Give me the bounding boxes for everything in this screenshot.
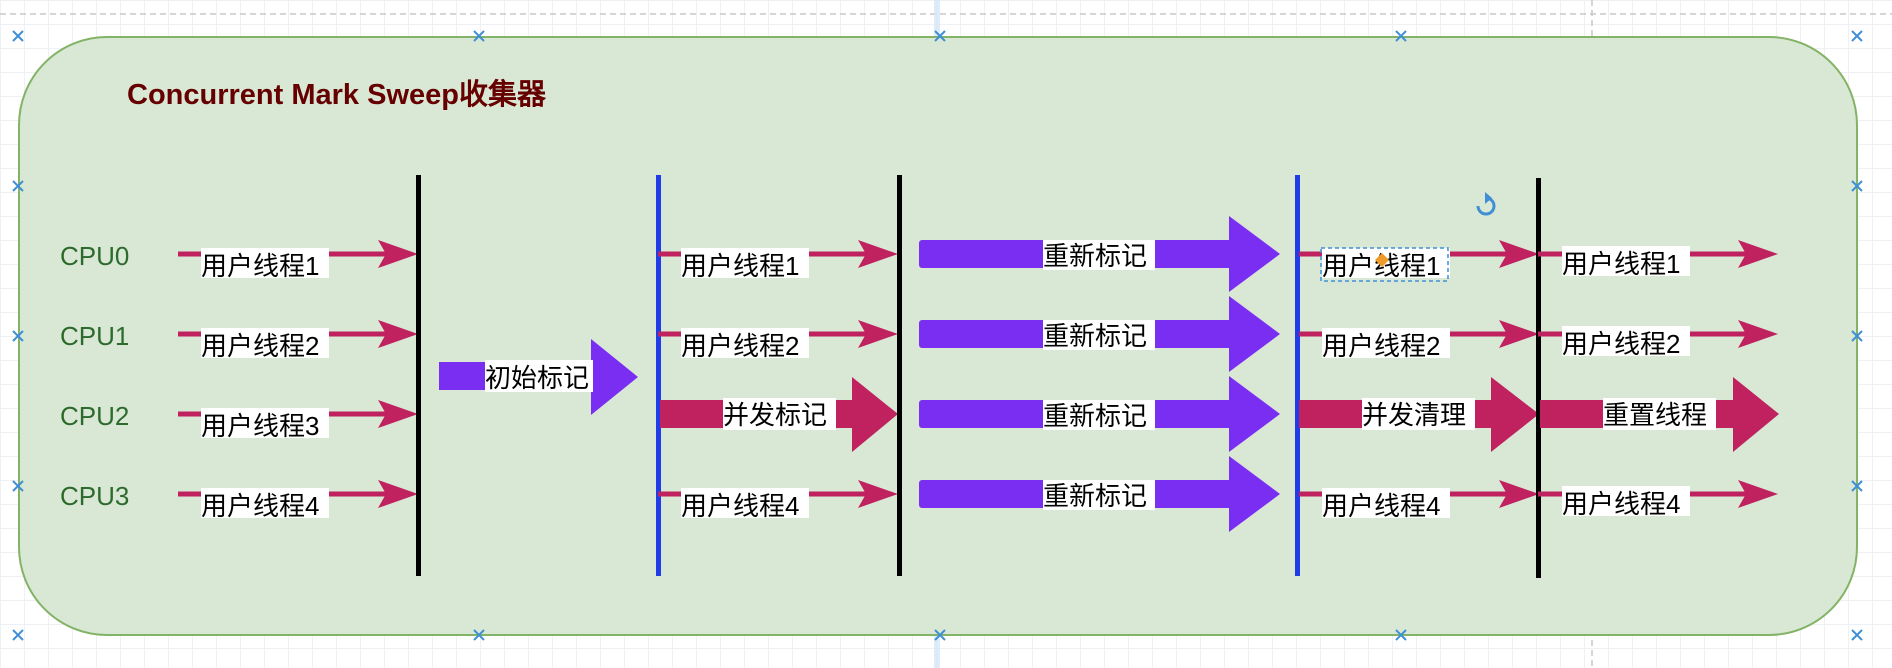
remark-cpu1-arrowhead — [1229, 296, 1280, 372]
cpu0-label: CPU0 — [60, 241, 129, 271]
selected-label-outline[interactable] — [1320, 247, 1449, 282]
initial-mark-arrowhead — [591, 339, 638, 415]
remark-labels: 重新标记 重新标记 重新标记 重新标记 — [1043, 240, 1155, 511]
handle-bottom-1[interactable] — [473, 629, 485, 641]
phase1-thread-labels: 用户线程1 用户线程2 用户线程3 用户线程4 — [201, 248, 329, 521]
handle-right-2[interactable] — [1851, 330, 1863, 342]
phase3-thread4-arrowhead — [1499, 480, 1539, 508]
handle-right-1[interactable] — [1851, 180, 1863, 192]
remark-cpu0-arrowhead — [1229, 216, 1280, 292]
phase1-thread2-label: 用户线程2 — [201, 331, 319, 361]
phase4-thread4-label-bg — [1562, 486, 1690, 516]
initial-mark-label-bg — [485, 360, 593, 392]
handle-bottom-right[interactable] — [1851, 629, 1863, 641]
phase2-thread1-label-bg — [681, 248, 809, 278]
stw-barrier-1[interactable] — [416, 175, 421, 576]
phase4-thread4-arrowhead — [1738, 480, 1778, 508]
phase1-thread4-label-bg — [201, 488, 329, 518]
remark-cpu3-arrowhead — [1229, 456, 1280, 532]
phase1-thread4-arrowhead — [378, 480, 418, 508]
cpu1-label: CPU1 — [60, 321, 129, 351]
remark-cpu3-label-bg — [1043, 480, 1155, 510]
phase2-thread1-arrowhead — [858, 240, 898, 268]
handle-bottom-2[interactable] — [934, 629, 946, 641]
cpu2-label: CPU2 — [60, 401, 129, 431]
handle-top-2[interactable] — [934, 30, 946, 42]
handle-bottom-3[interactable] — [1395, 629, 1407, 641]
concurrent-sweep-arrowhead — [1491, 377, 1539, 452]
phase4-thread2-label: 用户线程2 — [1562, 329, 1680, 359]
phase1-thread2-label-bg — [201, 328, 329, 358]
phase4-labels: 用户线程1 用户线程2 重置线程 用户线程4 — [1562, 246, 1716, 519]
reset-threads-label: 重置线程 — [1603, 400, 1707, 430]
concurrent-mark-label-bg — [723, 398, 836, 430]
phase2-thread2-arrowhead — [858, 320, 898, 348]
phase1-thread3-label: 用户线程3 — [201, 411, 319, 441]
initial-mark-arrow[interactable]: 初始标记 — [439, 339, 638, 415]
phase3-thread1-arrowhead — [1499, 240, 1539, 268]
remark-cpu1-label-bg — [1043, 320, 1155, 350]
remark-cpu2-arrowhead — [1229, 376, 1280, 452]
diagram-title: Concurrent Mark Sweep收集器 — [127, 78, 547, 111]
phase3-thread2-label-bg — [1322, 328, 1450, 358]
phase2-thread2-label: 用户线程2 — [681, 331, 799, 361]
phase2-labels: 用户线程1 用户线程2 并发标记 用户线程4 — [681, 248, 836, 521]
phase4-thread2-label-bg — [1562, 326, 1690, 356]
handle-left-3[interactable] — [12, 480, 24, 492]
phase1-thread3-label-bg — [201, 408, 329, 438]
concurrent-barrier-2[interactable] — [1295, 175, 1300, 576]
concurrent-barrier-1[interactable] — [656, 175, 661, 576]
phase4-thread4-label: 用户线程4 — [1562, 489, 1680, 519]
reset-threads-arrowhead — [1733, 377, 1779, 452]
handle-top-right[interactable] — [1851, 30, 1863, 42]
remark-cpu2-label: 重新标记 — [1043, 401, 1147, 431]
phase3-thread2-arrowhead — [1499, 320, 1539, 348]
initial-mark-arrow-shaft — [439, 362, 487, 390]
phase4-thread1-label: 用户线程1 — [1562, 249, 1680, 279]
phase3-thread2-label: 用户线程2 — [1322, 331, 1440, 361]
phase1-thread3-arrowhead — [378, 400, 418, 428]
phase2-thread1-label: 用户线程1 — [681, 251, 799, 281]
remark-cpu1-label: 重新标记 — [1043, 321, 1147, 351]
phase4-thread1-label-bg — [1562, 246, 1690, 276]
container-selection-handles[interactable] — [12, 30, 1863, 641]
concurrent-sweep-label-bg — [1362, 398, 1475, 430]
stw-barrier-2[interactable] — [897, 175, 902, 576]
handle-bottom-left[interactable] — [12, 629, 24, 641]
phase1-thread1-label: 用户线程1 — [201, 251, 319, 281]
concurrent-sweep-label: 并发清理 — [1362, 400, 1466, 430]
phase4-thread2-arrowhead — [1738, 320, 1778, 348]
remark-cpu2-label-bg — [1043, 400, 1155, 430]
stw-barrier-3[interactable] — [1536, 178, 1541, 578]
concurrent-mark-label: 并发标记 — [723, 400, 827, 430]
remark-cpu0-label-bg — [1043, 240, 1155, 270]
concurrent-mark-arrowhead — [852, 377, 898, 452]
handle-top-3[interactable] — [1395, 30, 1407, 42]
handle-left-1[interactable] — [12, 180, 24, 192]
phase1-thread2-arrowhead — [378, 320, 418, 348]
phase2-thread2-label-bg — [681, 328, 809, 358]
cpu3-label: CPU3 — [60, 481, 129, 511]
phase3-thread4-label: 用户线程4 — [1322, 491, 1440, 521]
phase2-thread4-arrowhead — [858, 480, 898, 508]
phase1-thread4-label: 用户线程4 — [201, 491, 319, 521]
remark-cpu0-label: 重新标记 — [1043, 241, 1147, 271]
handle-top-1[interactable] — [473, 30, 485, 42]
phase3-thread4-label-bg — [1322, 488, 1450, 518]
handle-top-left[interactable] — [12, 30, 24, 42]
phase2-thread4-label-bg — [681, 488, 809, 518]
phase2-thread4-label: 用户线程4 — [681, 491, 799, 521]
phase3-labels: 用户线程1 用户线程2 并发清理 用户线程4 — [1322, 248, 1475, 521]
remark-cpu3-label: 重新标记 — [1043, 481, 1147, 511]
reset-threads-label-bg — [1603, 398, 1716, 430]
rotate-handle-icon[interactable] — [1476, 192, 1496, 216]
initial-mark-label: 初始标记 — [485, 363, 589, 393]
phase4-thread1-arrowhead — [1738, 240, 1778, 268]
handle-right-3[interactable] — [1851, 480, 1863, 492]
label-move-handle-icon[interactable] — [1375, 253, 1389, 267]
phase1-thread1-label-bg — [201, 248, 329, 278]
handle-left-2[interactable] — [12, 330, 24, 342]
phase1-thread1-arrowhead — [378, 240, 418, 268]
